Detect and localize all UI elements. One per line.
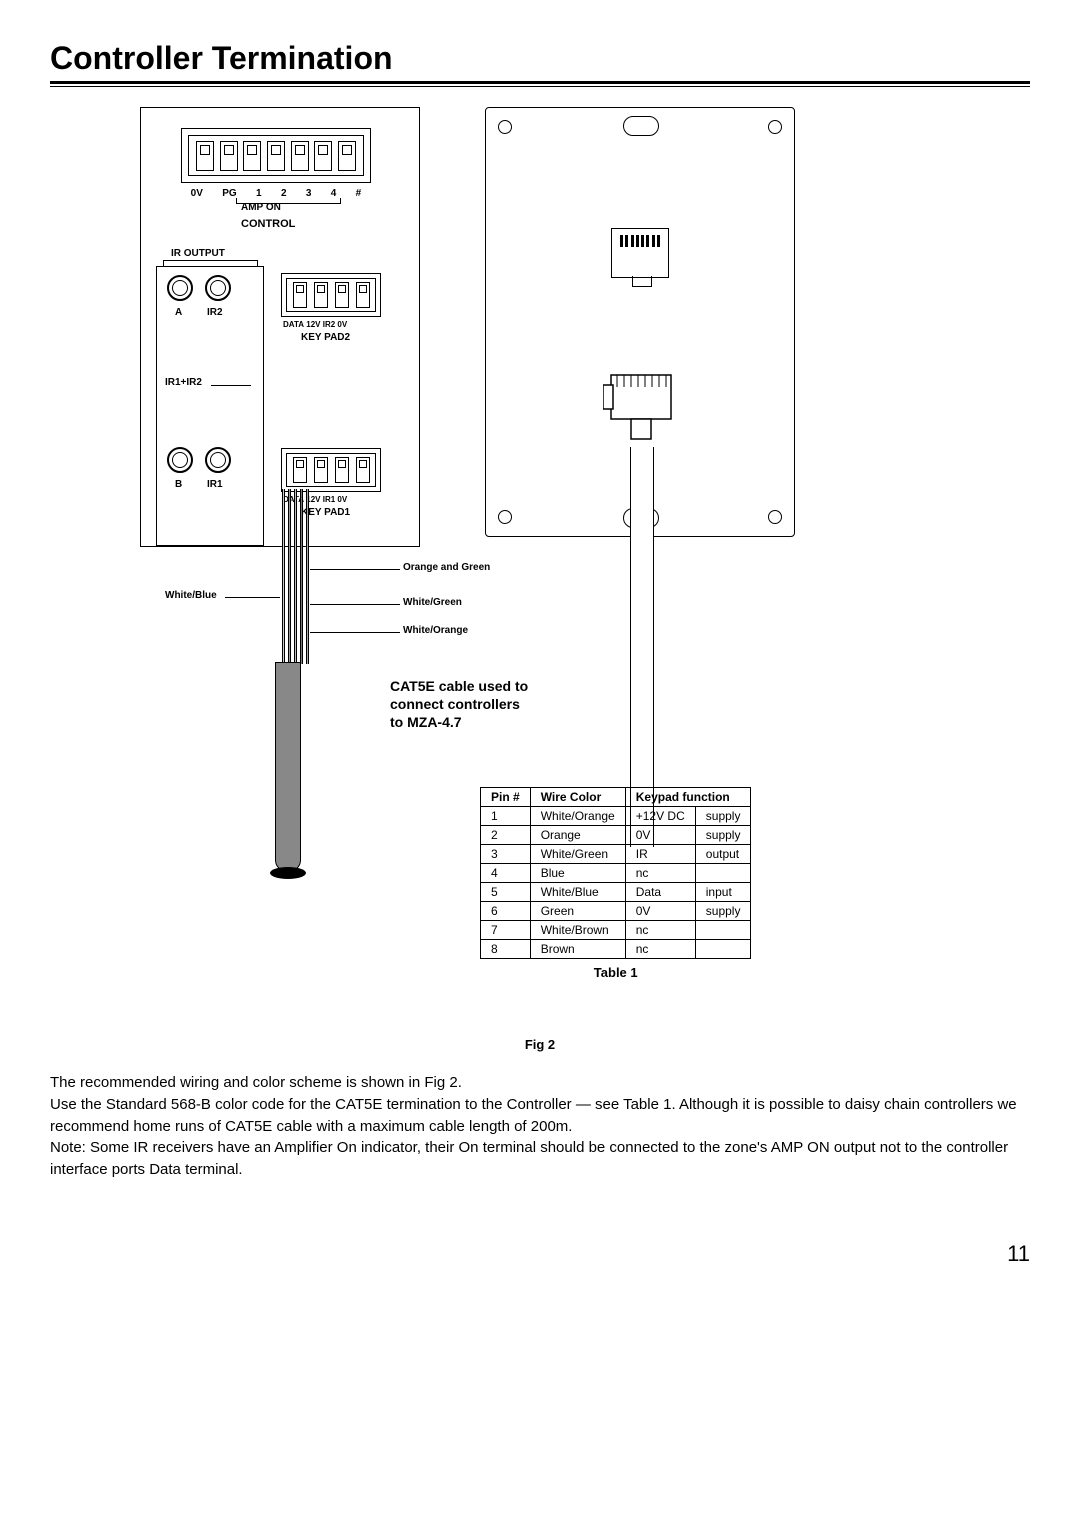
figure-2-diagram: 0V PG 1 2 3 4 # AMP ON CONTROL IR OUTPUT… [50,107,1030,1027]
label-orange-green: Orange and Green [403,562,490,573]
table-row: 7White/Brownnc [481,921,751,940]
rj45-plug-icon [603,367,679,447]
table-row: 2Orange0Vsupply [481,826,751,845]
table-row: 4Bluenc [481,864,751,883]
page-title: Controller Termination [50,40,1030,77]
control-terminal-block [181,128,371,183]
rule-thick [50,81,1030,84]
port-ir2 [205,275,231,301]
body-paragraph-2: Use the Standard 568-B color code for th… [50,1094,1030,1138]
keypad1-terminal [281,448,381,492]
label-white-blue: White/Blue [165,590,217,601]
keypad2-label: KEY PAD2 [301,332,350,343]
table-row: 8Brownnc [481,940,751,959]
table-row: 1White/Orange+12V DCsupply [481,807,751,826]
cable-note: CAT5E cable used to connect controllers … [390,677,528,732]
ir-side-panel: A IR2 IR1+IR2 B IR1 [156,266,264,546]
control-label: CONTROL [241,218,295,230]
body-paragraph-1: The recommended wiring and color scheme … [50,1072,1030,1094]
table-row: 3White/GreenIRoutput [481,845,751,864]
table-row: 5White/BlueDatainput [481,883,751,902]
table-caption: Table 1 [480,965,751,980]
cat5-cable-sheath [275,662,301,872]
port-b [167,447,193,473]
table-1: Pin # Wire Color Keypad function 1White/… [480,787,751,980]
keypad2-pins: DATA 12V IR2 0V [283,320,347,329]
figure-caption: Fig 2 [50,1037,1030,1052]
port-ir1 [205,447,231,473]
keypad2-terminal [281,273,381,317]
controller-outline: 0V PG 1 2 3 4 # AMP ON CONTROL IR OUTPUT… [140,107,420,547]
label-white-green: White/Green [403,597,462,608]
port-a [167,275,193,301]
keypad1-pins: DATA 12V IR1 0V [283,495,347,504]
cat5-cable-end [270,867,306,879]
amp-on-label: AMP ON [241,202,281,213]
page-number: 11 [50,1241,1030,1267]
table-row: 6Green0Vsupply [481,902,751,921]
rule-thin [50,86,1030,87]
label-white-orange: White/Orange [403,625,468,636]
body-paragraph-3: Note: Some IR receivers have an Amplifie… [50,1137,1030,1181]
rj45-jack-icon [611,228,669,278]
ir-output-label: IR OUTPUT [171,248,225,259]
